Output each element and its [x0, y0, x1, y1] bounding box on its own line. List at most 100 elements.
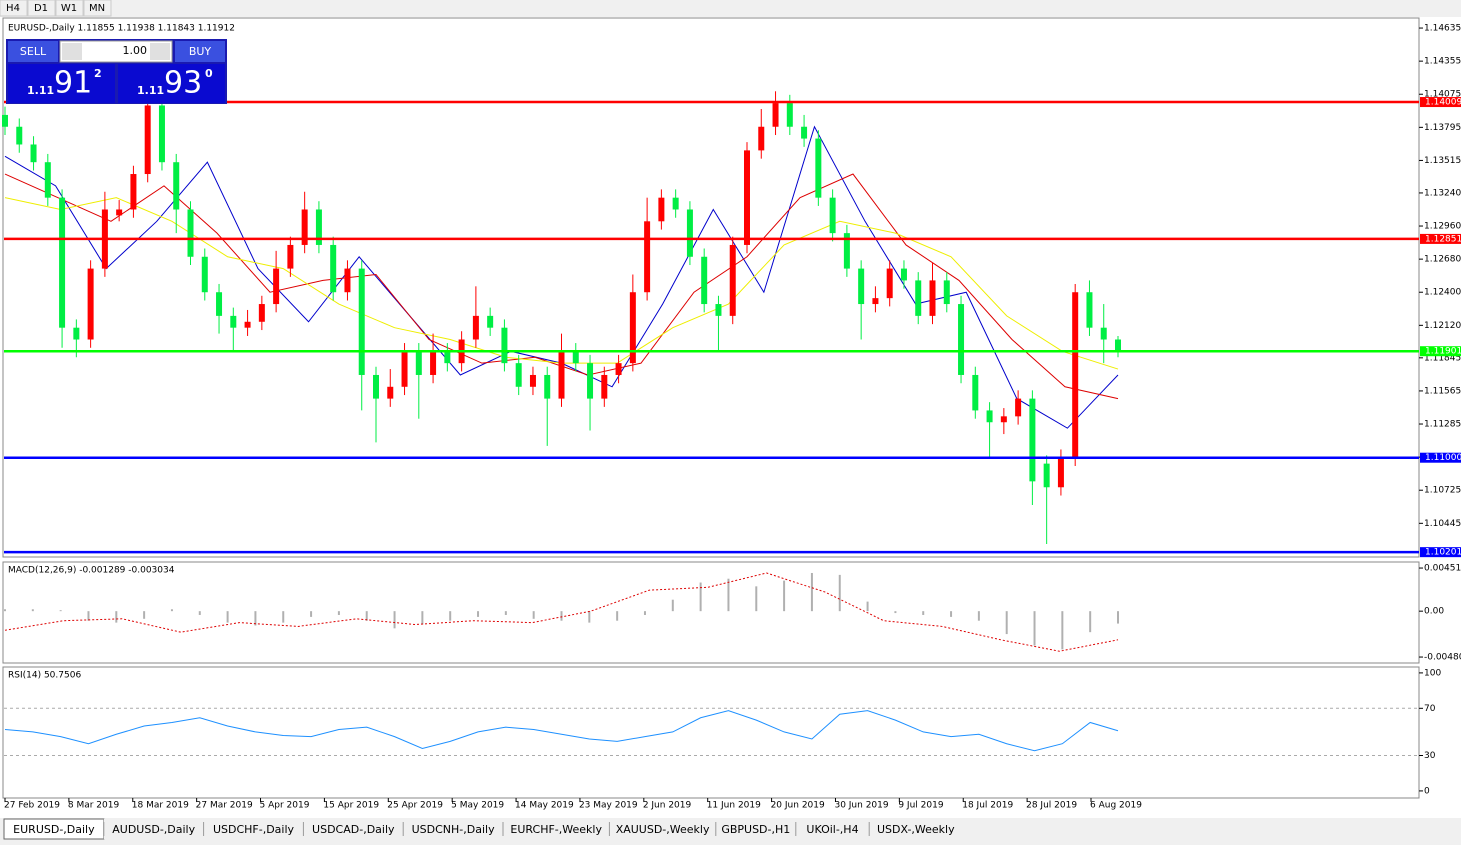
candle-body — [972, 374, 979, 411]
candle-body — [644, 221, 651, 293]
candle-body — [216, 292, 223, 316]
tab[interactable] — [503, 819, 610, 839]
sell-button[interactable] — [8, 41, 58, 62]
candle-body — [715, 304, 722, 316]
x-tick-label: 23 May 2019 — [579, 801, 638, 811]
ask-pips: 93 — [164, 66, 202, 101]
chart-header: EURUSD-,Daily 1.11855 1.11938 1.11843 1.… — [8, 24, 235, 34]
bid-frac: 2 — [94, 67, 102, 80]
candle-body — [273, 268, 280, 305]
candle-body — [858, 268, 865, 305]
tab[interactable] — [715, 819, 796, 839]
y-tick-label: 1.14635 — [1424, 24, 1461, 34]
candle-body — [430, 351, 437, 375]
tab-label[interactable]: USDCAD-,Daily — [312, 823, 395, 836]
lot-up[interactable] — [150, 43, 170, 60]
sell-label[interactable]: SELL — [20, 45, 47, 58]
candle-body — [144, 105, 151, 175]
y-tick-label: 1.13795 — [1424, 123, 1461, 133]
buy-label[interactable]: BUY — [189, 45, 212, 58]
timeframe-label[interactable]: MN — [89, 3, 105, 14]
tab-label[interactable]: XAUUSD-,Weekly — [616, 823, 710, 836]
candle-body — [744, 150, 750, 245]
candle-body — [44, 162, 51, 198]
tab-label[interactable]: AUDUSD-,Daily — [112, 823, 195, 836]
candle-body — [30, 144, 37, 163]
tabs: EURUSD-,Daily AUDUSD-,Daily USDCHF-,Daily U… — [3, 818, 963, 840]
timeframe-label[interactable]: D1 — [34, 3, 48, 14]
candle-body — [258, 304, 265, 322]
tab-label[interactable]: USDX-,Weekly — [877, 823, 955, 836]
y-tick-label: 1.12400 — [1424, 288, 1461, 298]
candle-body — [358, 268, 365, 375]
y-tick-label: 1.14355 — [1424, 57, 1461, 67]
level-label: 1.11901 — [1425, 347, 1461, 357]
x-tick-label: 18 Jul 2019 — [962, 801, 1013, 811]
y-tick-label: 1.14075 — [1424, 90, 1461, 100]
level-label: 1.10201 — [1425, 548, 1461, 558]
level-label: 1.11000 — [1425, 453, 1461, 463]
bid-big: 1.11 — [27, 84, 54, 97]
candle-body — [1015, 398, 1022, 417]
rsi-tick-label: 100 — [1424, 668, 1441, 678]
tab[interactable] — [303, 819, 404, 839]
timeframe-button[interactable] — [0, 0, 28, 17]
tab-label[interactable]: GBPUSD-,H1 — [721, 823, 790, 836]
buy-button[interactable] — [175, 41, 225, 62]
x-tick-label: 9 Jul 2019 — [898, 801, 943, 811]
candle-body — [1057, 457, 1064, 488]
tab[interactable] — [103, 819, 204, 839]
candle-body — [686, 209, 693, 257]
candle-body — [544, 374, 551, 399]
timeframe-button[interactable] — [83, 0, 112, 17]
timeframe-label[interactable]: W1 — [61, 3, 77, 14]
tab-label[interactable]: USDCNH-,Daily — [412, 823, 495, 836]
tab-label[interactable]: EURUSD-,Daily — [13, 823, 95, 836]
trade-panel: SELL 1.00 BUY 1.11 91 2 1.11 93 0 — [6, 39, 227, 104]
tab-label[interactable]: UKOil-,H4 — [806, 823, 858, 836]
candle-body — [1115, 339, 1121, 351]
y-tick-label: 1.10725 — [1424, 486, 1461, 496]
y-tick-label: 1.12960 — [1424, 222, 1461, 232]
x-tick-label: 25 Apr 2019 — [387, 801, 443, 811]
tab[interactable] — [609, 819, 716, 839]
level-tag — [1420, 452, 1461, 463]
candle-body — [986, 410, 993, 423]
timeframe-button[interactable] — [27, 0, 56, 17]
rsi-panel — [2, 666, 1420, 799]
lot-value[interactable]: 1.00 — [123, 44, 148, 57]
timeframe-label[interactable]: H4 — [6, 3, 20, 14]
rsi-tick-label: 0 — [1424, 786, 1430, 796]
tab[interactable] — [403, 819, 503, 839]
y-tick-label: 1.11285 — [1424, 420, 1461, 430]
candle-body — [1086, 292, 1093, 328]
bid-box[interactable] — [8, 64, 115, 103]
level-tag — [1420, 346, 1461, 357]
candle-body — [344, 268, 351, 293]
tab[interactable] — [203, 819, 304, 839]
price-panel — [2, 17, 1420, 558]
candle-body — [501, 327, 508, 364]
candle-body — [587, 363, 594, 399]
rsi-title: RSI(14) 50.7506 — [8, 671, 81, 681]
tab[interactable] — [869, 819, 963, 839]
x-tick-label: 11 Jun 2019 — [707, 801, 761, 811]
candle-body — [387, 386, 394, 399]
timeframe-button[interactable] — [55, 0, 84, 17]
tab-label[interactable]: USDCHF-,Daily — [213, 823, 295, 836]
lot-field[interactable] — [59, 40, 173, 63]
candle-body — [472, 315, 479, 340]
tab-label[interactable]: EURCHF-,Weekly — [510, 823, 602, 836]
x-tick-label: 5 Apr 2019 — [260, 801, 310, 811]
y-tick-label: 1.12680 — [1424, 255, 1461, 265]
rsi-tick-label: 70 — [1424, 704, 1436, 714]
candle-body — [158, 105, 165, 163]
lot-down[interactable] — [62, 43, 82, 60]
tab[interactable] — [795, 819, 870, 839]
candle-body — [1043, 463, 1050, 488]
rsi-line — [4, 710, 1119, 752]
candle-body — [843, 233, 850, 269]
ask-box[interactable] — [118, 64, 225, 103]
ask-frac: 0 — [205, 67, 213, 80]
